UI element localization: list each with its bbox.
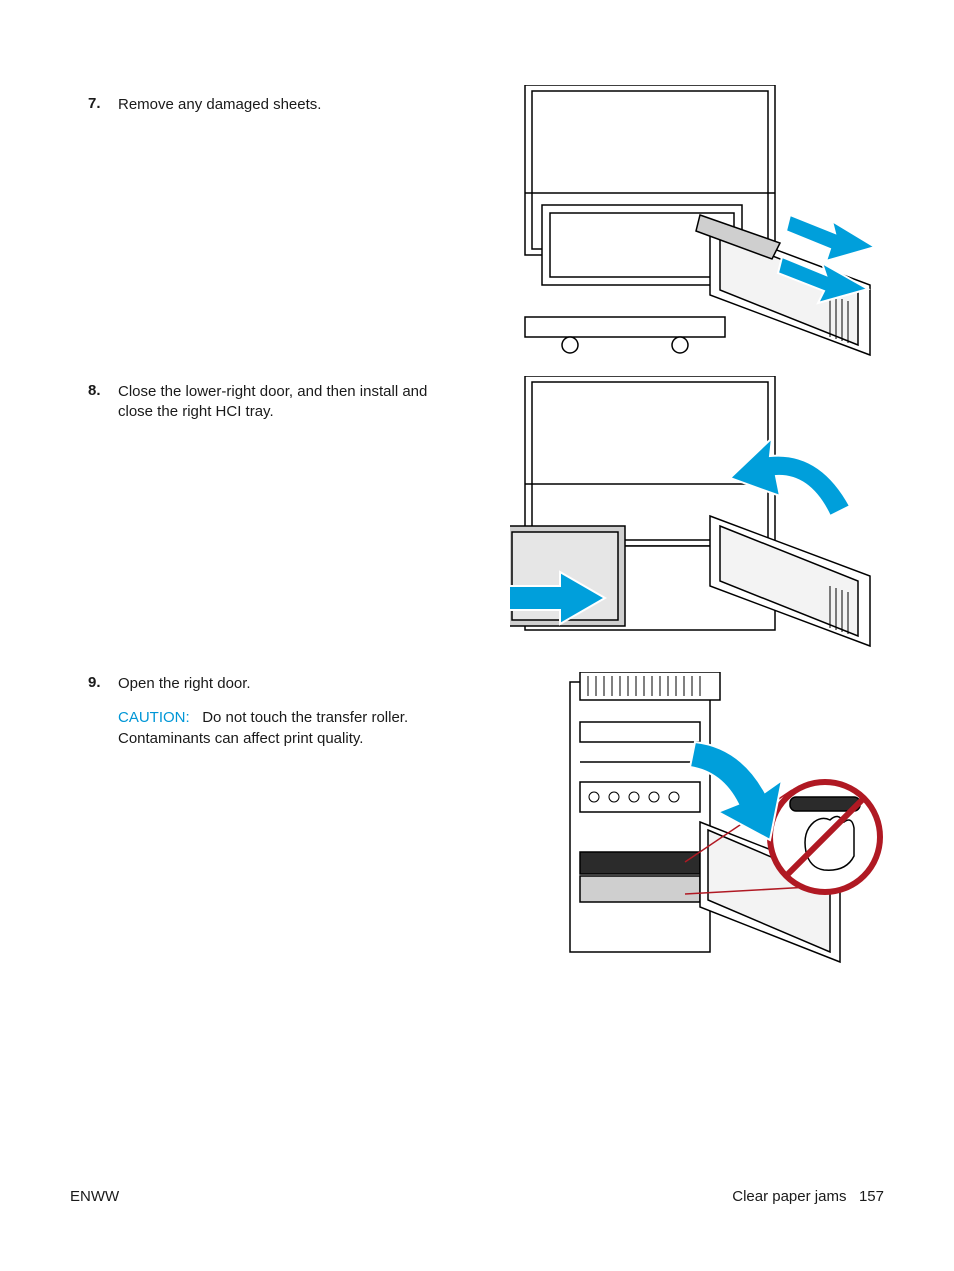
step-number: 7. [88, 95, 100, 112]
step-number: 8. [88, 382, 100, 399]
illustration-step-7 [510, 85, 885, 365]
footer-left: ENWW [70, 1188, 119, 1205]
step-text: Close the lower-right door, and then ins… [118, 382, 458, 423]
step-9: 9. Open the right door. CAUTION: Do not … [88, 674, 458, 749]
manual-page: 7. Remove any damaged sheets. 8. Close t… [0, 0, 954, 1271]
step-7: 7. Remove any damaged sheets. [88, 95, 321, 115]
caution-label: CAUTION: [118, 709, 190, 726]
step-8: 8. Close the lower-right door, and then … [88, 382, 458, 423]
footer-right: Clear paper jams 157 [732, 1188, 884, 1205]
footer-section: Clear paper jams [732, 1188, 846, 1205]
page-footer: ENWW Clear paper jams 157 [70, 1188, 884, 1205]
step-number: 9. [88, 674, 100, 691]
illustration-step-8 [510, 376, 885, 661]
step-text: Open the right door. CAUTION: Do not tou… [118, 674, 458, 749]
illustration-step-9 [510, 672, 885, 982]
step-text-line: Open the right door. [118, 674, 458, 694]
footer-page-number: 157 [859, 1188, 884, 1205]
step-text: Remove any damaged sheets. [118, 95, 321, 115]
caution-block: CAUTION: Do not touch the transfer rolle… [118, 708, 458, 749]
